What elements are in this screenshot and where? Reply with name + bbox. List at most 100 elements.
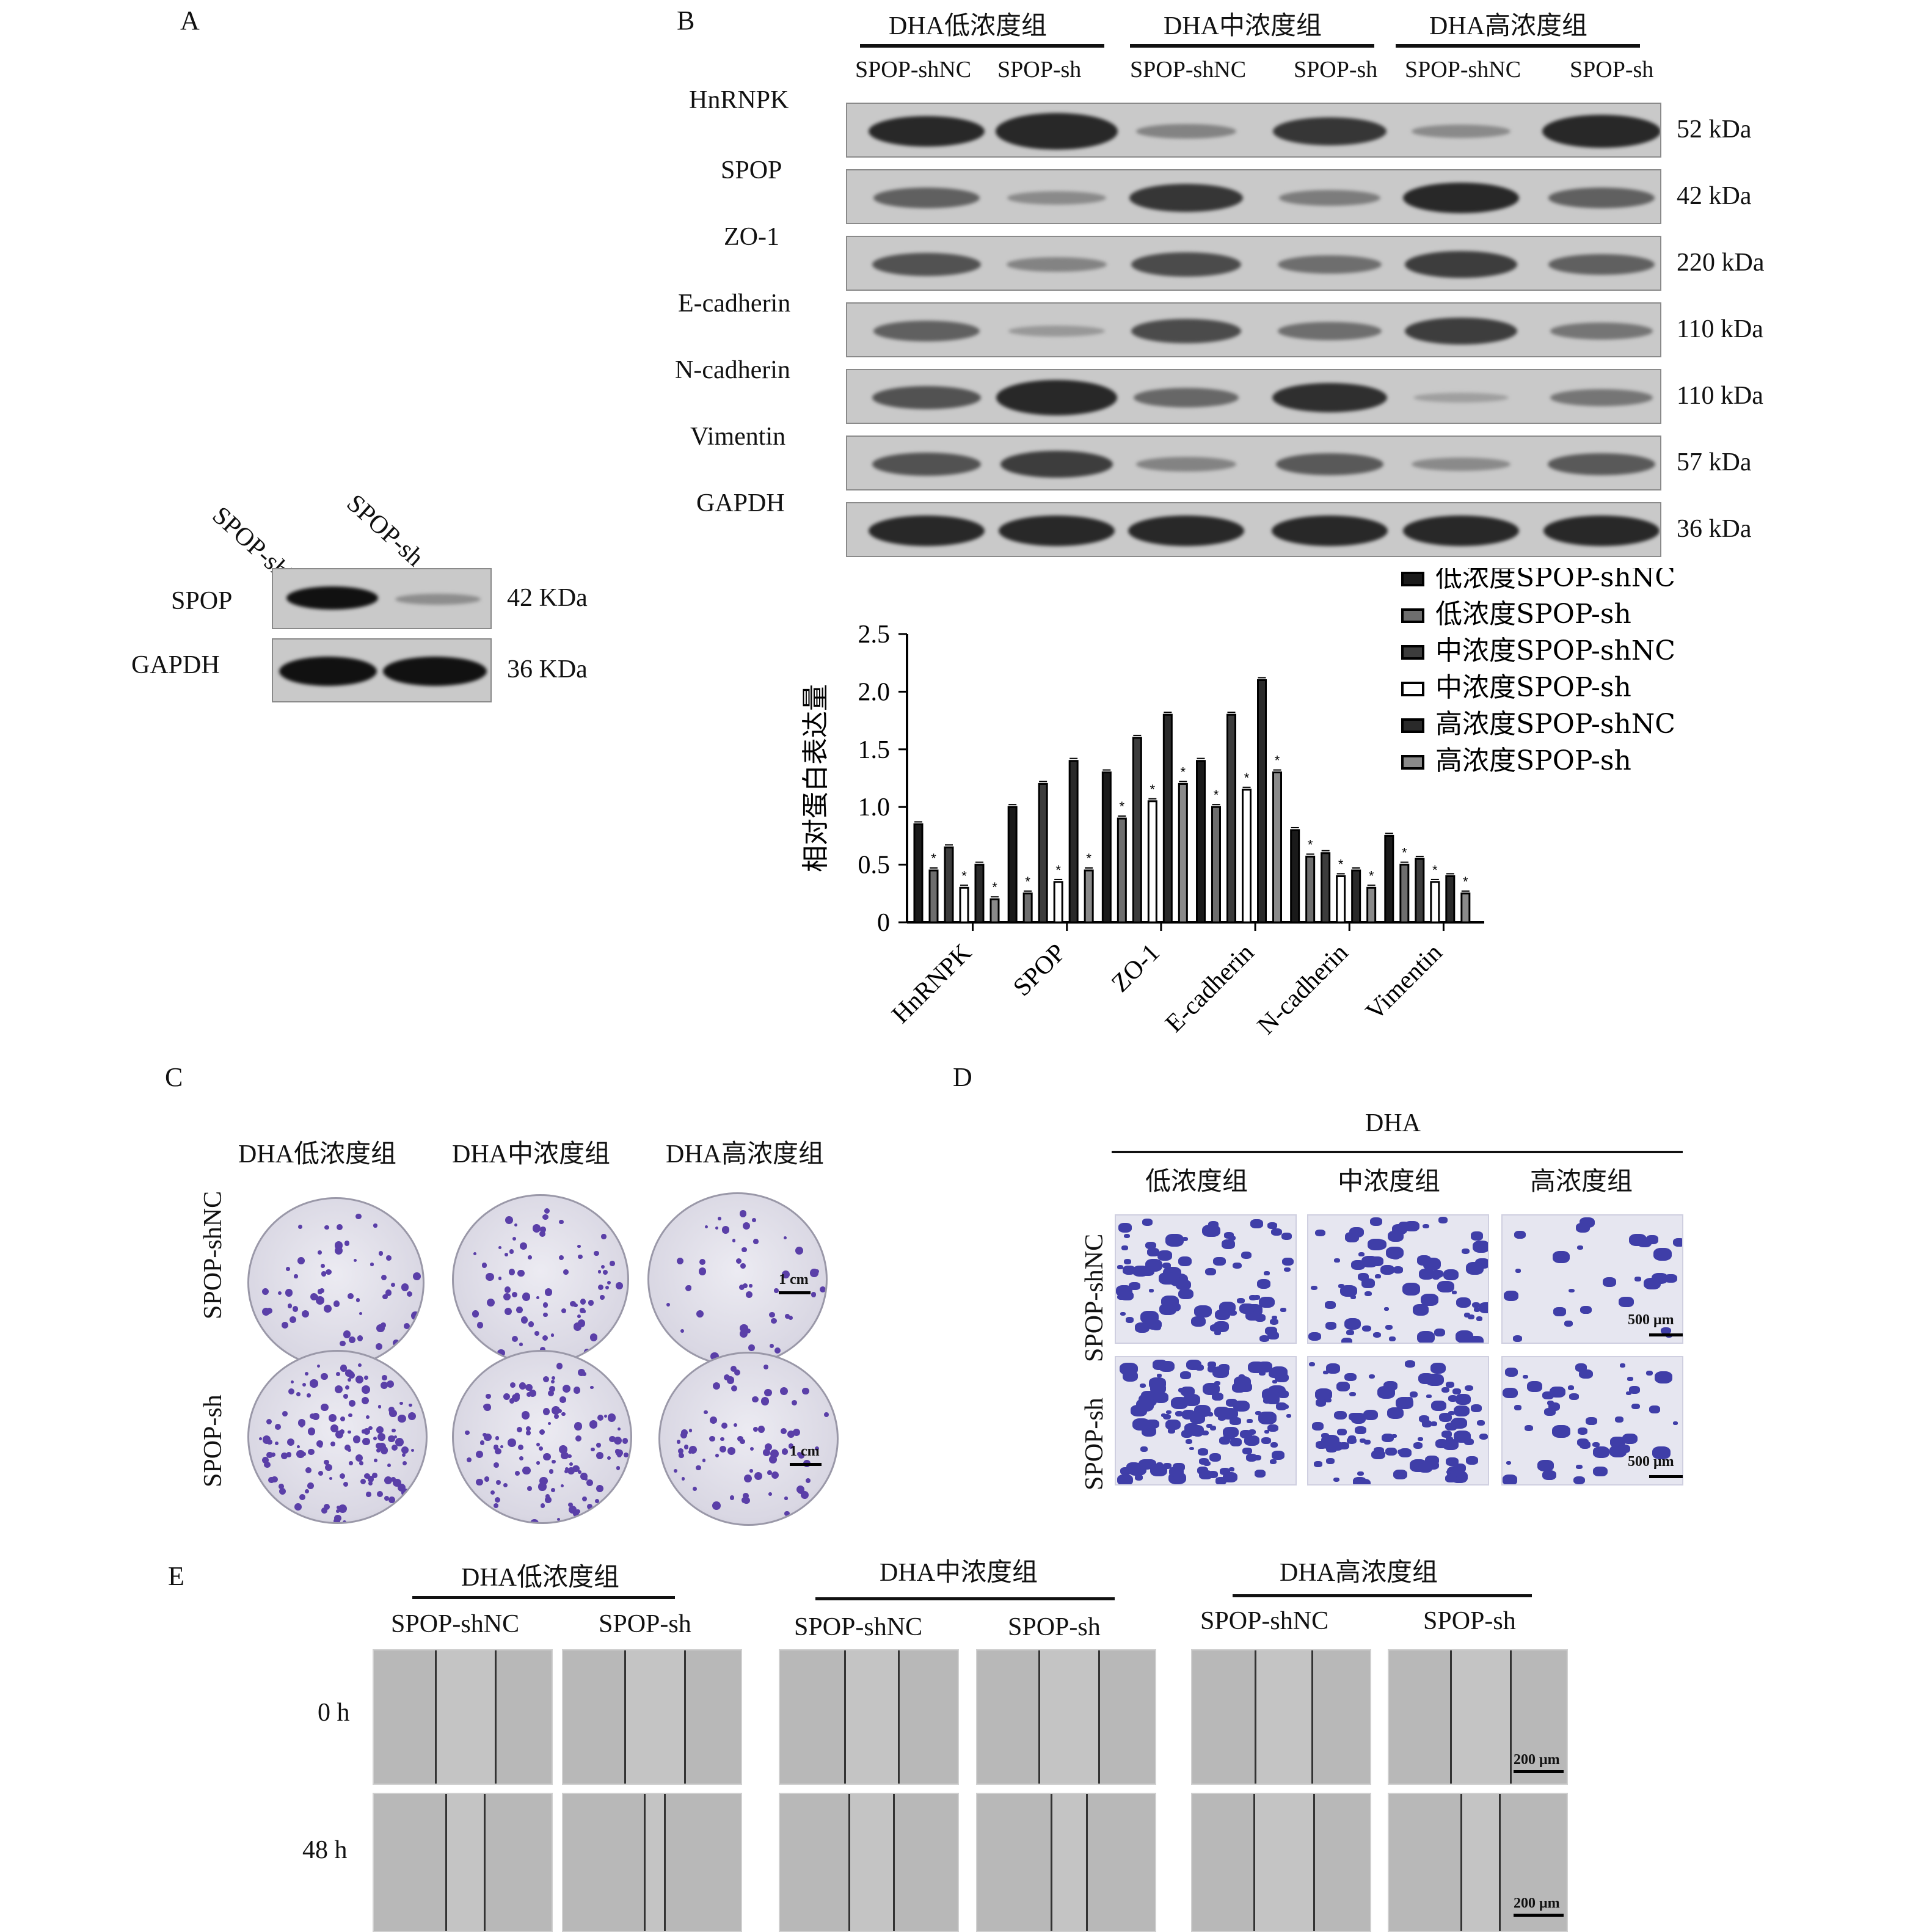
- panel-e-time-label: 48 h: [302, 1836, 348, 1864]
- scale-label: 500 μm: [1628, 1454, 1674, 1470]
- panel-d-letter: D: [953, 1062, 972, 1092]
- bar: [1101, 771, 1112, 924]
- scratch-wound-image: [1388, 1649, 1568, 1785]
- scratch-wound-image: [1191, 1649, 1371, 1785]
- significance-mark: *: [1432, 862, 1438, 878]
- legend-label: 高浓度SPOP-sh: [1435, 745, 1631, 776]
- scale-bar: [790, 1463, 822, 1466]
- panel-b-size-label: 110 kDa: [1677, 382, 1763, 410]
- legend-label: 高浓度SPOP-shNC: [1435, 709, 1675, 740]
- panel-c-letter: C: [165, 1062, 183, 1092]
- bar: [1257, 679, 1267, 924]
- panel-a-lane-label: SPOP-sh: [341, 489, 429, 572]
- panel-d-col-label: 低浓度组: [1145, 1168, 1248, 1196]
- panel-b-size-label: 52 kDa: [1677, 115, 1752, 144]
- bar: [1399, 864, 1410, 924]
- bar: [1415, 858, 1425, 924]
- panel-b-row-label: HnRNPK: [689, 86, 789, 114]
- scale-bar: [1649, 1333, 1683, 1336]
- panel-b-blot-vimentin: [846, 436, 1661, 490]
- panel-b-lane-label: SPOP-sh: [1294, 57, 1378, 82]
- scratch-wound-image: [373, 1793, 553, 1932]
- panel-b-lane-label: SPOP-shNC: [1405, 57, 1521, 82]
- panel-a-blot-spop: [272, 568, 492, 629]
- y-tick-label: 1.0: [858, 793, 891, 822]
- bar: [1226, 713, 1236, 924]
- legend-swatch: [1401, 572, 1424, 586]
- x-tick-label: Vimentin: [1361, 939, 1448, 1026]
- panel-c-row-label: SPOP-sh: [199, 1394, 227, 1487]
- panel-b-blot-zo-1: [846, 236, 1661, 291]
- panel-d-col-label: 高浓度组: [1530, 1168, 1633, 1196]
- significance-mark: *: [961, 868, 967, 883]
- panel-b-lane-label: SPOP-sh: [1570, 57, 1654, 82]
- bar: [1460, 892, 1471, 924]
- legend-swatch: [1401, 645, 1424, 660]
- significance-mark: *: [1214, 787, 1219, 803]
- scratch-wound-image: [1191, 1793, 1371, 1932]
- transwell-micrograph: [1501, 1356, 1683, 1485]
- x-tick-label: ZO-1: [1106, 939, 1165, 998]
- bar: [1084, 869, 1094, 924]
- panel-c-col-label: DHA低浓度组: [238, 1140, 396, 1168]
- bar: [1132, 737, 1142, 924]
- panel-d-row-label: SPOP-sh: [1080, 1398, 1109, 1490]
- panel-b-size-label: 57 kDa: [1677, 448, 1752, 476]
- significance-mark: *: [1244, 770, 1250, 786]
- scale-label: 1 cm: [790, 1443, 820, 1459]
- x-tick-label: SPOP: [1008, 939, 1071, 1002]
- scale-label: 200 μm: [1514, 1752, 1560, 1768]
- panel-e-lane-label: SPOP-sh: [1008, 1613, 1101, 1641]
- significance-mark: *: [1025, 874, 1030, 889]
- panel-b-size-label: 220 kDa: [1677, 249, 1765, 277]
- panel-a-row-label: GAPDH: [131, 651, 220, 679]
- significance-mark: *: [1402, 845, 1407, 861]
- legend-swatch: [1401, 755, 1424, 770]
- bar: [1272, 771, 1282, 924]
- significance-mark: *: [1086, 851, 1091, 866]
- panel-b-row-label: GAPDH: [696, 489, 785, 517]
- scratch-wound-image: [779, 1793, 959, 1932]
- panel-c-col-label: DHA中浓度组: [452, 1140, 610, 1168]
- panel-a-size-label: 36 KDa: [507, 655, 588, 683]
- panel-b-group-label: DHA高浓度组: [1429, 12, 1587, 40]
- bar: [1211, 806, 1221, 924]
- panel-e-letter: E: [168, 1561, 184, 1591]
- bar: [1430, 881, 1440, 924]
- panel-e-group-label: DHA中浓度组: [880, 1559, 1038, 1587]
- scale-bar: [779, 1291, 811, 1294]
- legend-swatch: [1401, 718, 1424, 733]
- legend-swatch: [1401, 608, 1424, 623]
- legend-label: 低浓度SPOP-shNC: [1435, 568, 1675, 593]
- y-tick-label: 0.5: [858, 851, 891, 880]
- scratch-wound-image: [779, 1649, 959, 1785]
- x-tick-label: HnRNPK: [887, 939, 977, 1029]
- transwell-micrograph: [1307, 1214, 1489, 1344]
- panel-b-size-label: 42 kDa: [1677, 182, 1752, 210]
- significance-mark: *: [992, 880, 997, 895]
- panel-b-row-label: N-cadherin: [675, 356, 790, 384]
- panel-b-row-label: SPOP: [721, 156, 782, 184]
- significance-mark: *: [931, 851, 936, 866]
- legend-label: 中浓度SPOP-shNC: [1435, 635, 1675, 666]
- panel-e-time-label: 0 h: [318, 1699, 350, 1727]
- bar: [1178, 782, 1188, 924]
- transwell-micrograph: [1115, 1356, 1297, 1485]
- y-tick-label: 0: [877, 909, 890, 937]
- colony-dish: [658, 1352, 839, 1526]
- panel-b-row-label: ZO-1: [724, 223, 779, 251]
- bar: [1053, 881, 1063, 924]
- significance-mark: *: [1120, 799, 1125, 814]
- bar: [1038, 782, 1048, 924]
- panel-c-col-label: DHA高浓度组: [666, 1140, 824, 1168]
- bar: [928, 869, 939, 924]
- scale-label: 500 μm: [1628, 1312, 1674, 1328]
- panel-b-blot-e-cadherin: [846, 302, 1661, 357]
- significance-mark: *: [1181, 764, 1186, 779]
- panel-a-letter: A: [180, 5, 200, 35]
- panel-e-lane-label: SPOP-shNC: [1200, 1607, 1329, 1635]
- panel-a-size-label: 42 KDa: [507, 584, 588, 612]
- significance-mark: *: [1275, 753, 1280, 768]
- transwell-micrograph: [1501, 1214, 1683, 1344]
- bar: [1290, 829, 1300, 924]
